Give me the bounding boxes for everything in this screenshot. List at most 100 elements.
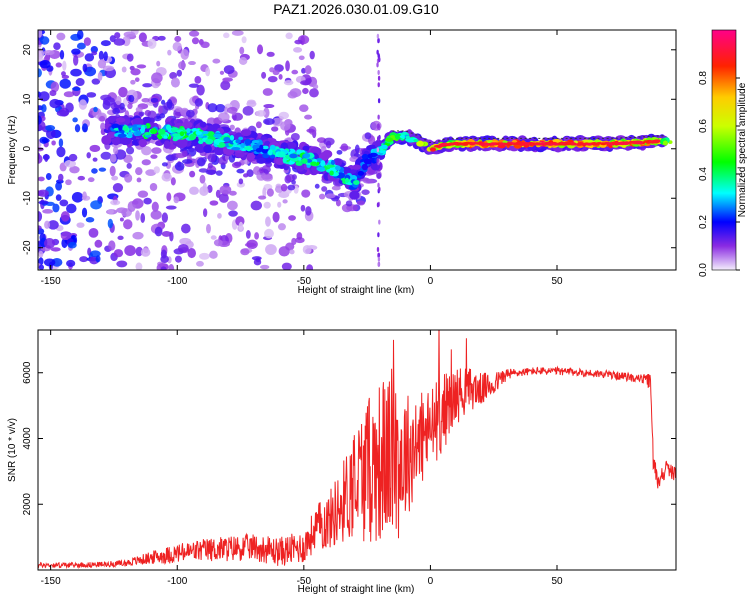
spectrogram-cell [299,104,309,113]
spectrogram-cell [376,62,379,68]
spectrogram-cell [154,226,163,237]
spectrogram-cell [378,134,381,140]
spectrogram-cell [145,169,157,176]
spectrogram-cell [300,80,311,86]
spectrogram-cell [207,153,216,163]
spectrogram-cell [60,231,72,241]
spectrogram-cell [378,219,381,225]
spectrogram-cell [377,75,381,81]
spectrogram-cell [263,118,275,125]
spectrogram-cell [267,149,273,156]
spectrogram-cell [633,136,636,138]
spectrogram-cell [250,200,263,211]
spectrogram-cell [43,49,55,56]
spectrogram-cell [118,125,123,131]
spectrogram-cell [471,141,478,145]
spectrogram-cell [415,134,418,136]
spectrogram-cell [126,53,134,62]
spectrogram-cell [236,168,245,174]
spectrogram-cell [38,30,43,38]
spectrogram-cell [115,117,126,123]
spectrogram-x-ticks: -150 -100 -50 0 50 [41,30,563,287]
spectrogram-cell [56,146,66,158]
spectrogram-cell [196,84,205,96]
spectrogram-x-tick-label: 0 [428,276,434,287]
spectrogram-cell [189,186,199,195]
spectrogram-cell [622,142,629,145]
spectrogram-cell [58,138,64,148]
spectrogram-cell [345,200,353,207]
spectrogram-cell [186,127,191,134]
spectrogram-cell [351,164,362,170]
spectrogram-cell [244,146,253,151]
spectrogram-cell [377,252,381,258]
spectrogram-cell [238,57,248,65]
spectrogram-cell [71,191,84,203]
colorbar-frame [711,29,737,271]
spectrogram-cell [302,191,309,197]
spectrogram-cell [399,135,405,139]
spectrogram-cell [39,60,51,69]
spectrogram-cell [136,177,142,183]
spectrogram-cell [215,170,223,176]
spectrogram-cell [336,149,343,155]
spectrogram-cell [290,133,300,141]
spectrogram-cell [209,200,219,206]
spectrogram-cell [114,32,121,39]
snr-x-tick-label: 0 [428,576,434,587]
snr-x-ticks: -150 -100 -50 0 50 [41,330,563,587]
spectrogram-cell [376,49,379,55]
spectrogram-cell [126,146,135,155]
spectrogram-cell [213,133,223,138]
spectrogram-cell [635,140,642,144]
spectrogram-cell [160,255,169,264]
spectrogram-cell [498,143,505,146]
spectrogram-cell [74,124,81,133]
spectrogram-cell [545,142,552,145]
spectrogram-cell [141,159,151,166]
spectrogram-cell [265,216,271,227]
spectrogram-cell [565,142,572,146]
spectrogram-cell [219,70,225,75]
spectrogram-cell [98,50,104,61]
spectrogram-cell [501,137,504,139]
spectrogram-cell [438,140,441,142]
spectrogram-cell [309,50,315,60]
spectrogram-cell [242,106,254,116]
spectrogram-cell [281,262,292,270]
spectrogram-cell [264,228,274,239]
spectrogram-cell [69,166,80,174]
spectrogram-cell [591,142,598,145]
spectrogram-cell [161,99,166,105]
spectrogram-cell [638,136,641,138]
spectrogram-cell [45,172,52,181]
spectrogram-cell [255,110,266,117]
spectrogram-y-tick-label: 20 [22,44,33,56]
spectrogram-cell [66,259,76,267]
spectrogram-cell [143,197,152,205]
spectrogram-cell [376,165,380,171]
spectrogram-cell [44,153,49,162]
spectrogram-cell [92,157,98,162]
spectrogram-cell [515,137,518,139]
spectrogram-cell [181,159,193,164]
spectrogram-cell [49,98,61,109]
spectrogram-cell [647,136,650,138]
spectrogram-cell [376,246,380,252]
spectrogram-cell [83,37,91,46]
spectrogram-cell [238,136,244,141]
spectrogram-cell [72,117,78,123]
spectrogram-cell [357,170,365,176]
spectrogram-cell [259,144,264,151]
spectrogram-cell [239,46,245,55]
spectrogram-cell [302,87,309,95]
spectrogram-cell [185,109,195,118]
spectrogram-cell [234,161,242,167]
spectrogram-cell [188,83,200,88]
spectrogram-cell [147,110,157,120]
spectrogram-cell [180,49,189,60]
spectrogram-cell [596,141,603,145]
spectrogram-cell [90,46,98,54]
spectrogram-cell [116,260,128,268]
spectrogram-cell [38,189,49,197]
